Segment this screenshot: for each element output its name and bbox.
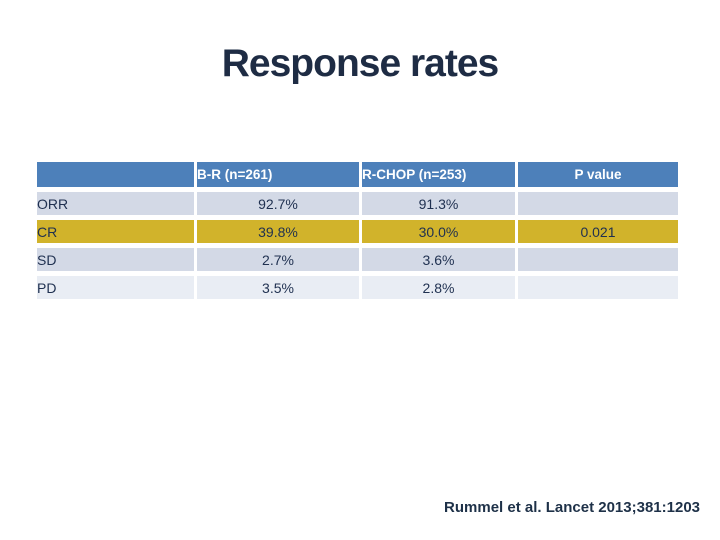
- table-row-orr: ORR 92.7% 91.3%: [37, 192, 678, 215]
- cell-pvalue: [518, 192, 678, 215]
- column-header-br: B-R (n=261): [197, 162, 359, 187]
- column-header-pvalue: P value: [518, 162, 678, 187]
- row-label: SD: [37, 248, 194, 271]
- cell-pvalue: [518, 248, 678, 271]
- table-header-row: B-R (n=261) R-CHOP (n=253) P value: [37, 162, 678, 187]
- cell-br-value: 3.5%: [197, 276, 359, 299]
- row-label: CR: [37, 220, 194, 243]
- cell-rchop-value: 30.0%: [362, 220, 515, 243]
- cell-rchop-value: 2.8%: [362, 276, 515, 299]
- table-row-sd: SD 2.7% 3.6%: [37, 248, 678, 271]
- cell-br-value: 2.7%: [197, 248, 359, 271]
- results-table-container: B-R (n=261) R-CHOP (n=253) P value ORR 9…: [34, 157, 681, 304]
- citation-text: Rummel et al. Lancet 2013;381:1203: [444, 499, 700, 516]
- cell-br-value: 39.8%: [197, 220, 359, 243]
- cell-pvalue: 0.021: [518, 220, 678, 243]
- column-header-rchop: R-CHOP (n=253): [362, 162, 515, 187]
- table-row-pd: PD 3.5% 2.8%: [37, 276, 678, 299]
- cell-pvalue: [518, 276, 678, 299]
- table-row-cr-highlighted: CR 39.8% 30.0% 0.021: [37, 220, 678, 243]
- row-label: PD: [37, 276, 194, 299]
- cell-br-value: 92.7%: [197, 192, 359, 215]
- results-table: B-R (n=261) R-CHOP (n=253) P value ORR 9…: [34, 157, 681, 304]
- column-header-blank: [37, 162, 194, 187]
- page-title: Response rates: [221, 42, 499, 85]
- row-label: ORR: [37, 192, 194, 215]
- cell-rchop-value: 3.6%: [362, 248, 515, 271]
- cell-rchop-value: 91.3%: [362, 192, 515, 215]
